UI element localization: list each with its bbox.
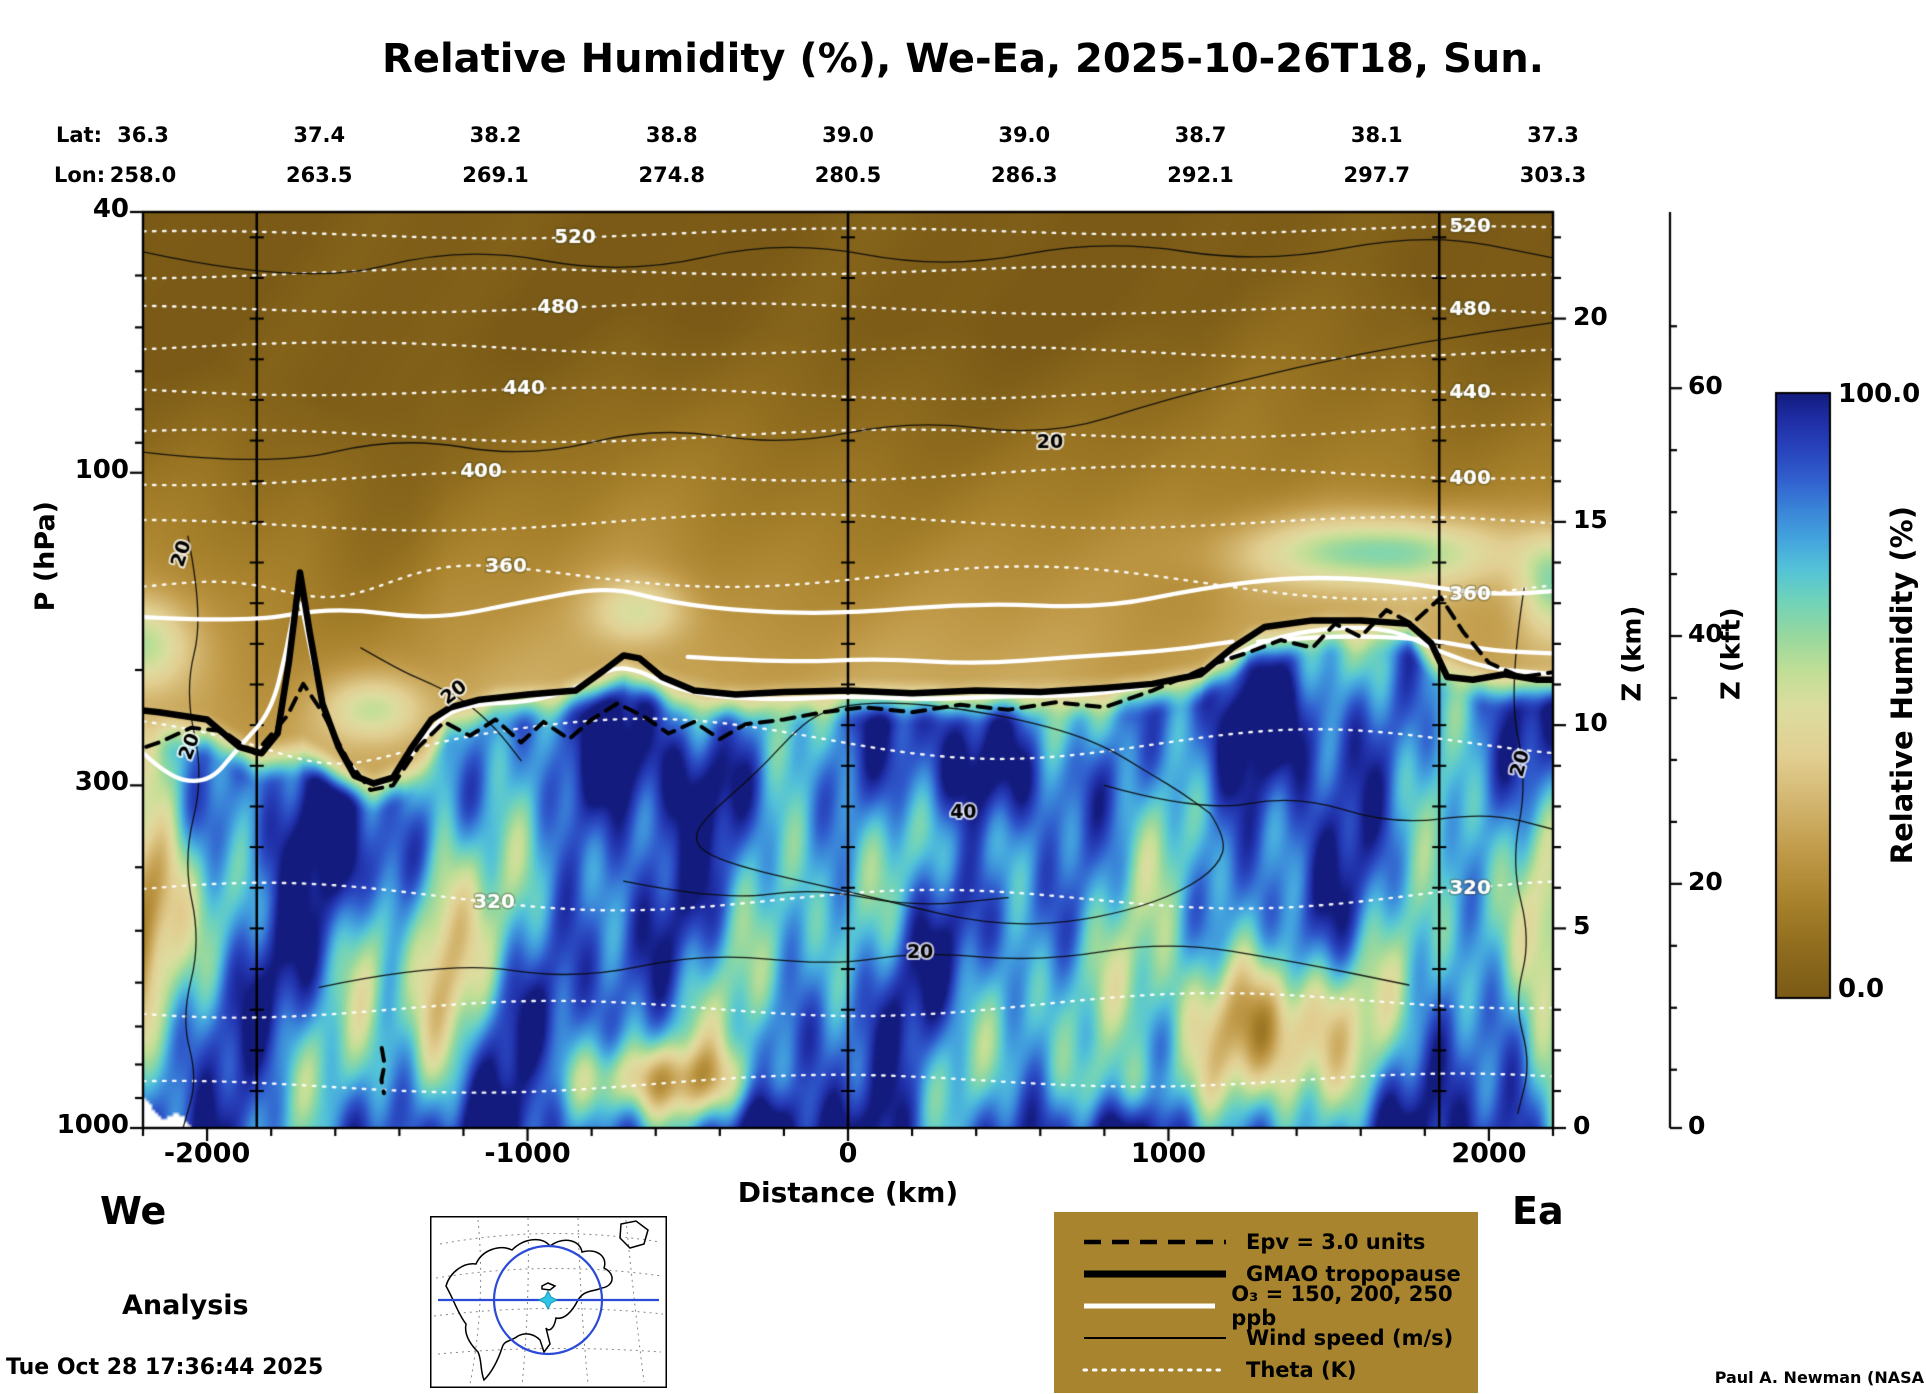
distance-tick-label: -2000: [163, 1138, 251, 1169]
z-kft-tick-label: 20: [1688, 866, 1723, 896]
z-kft-tick-label: 0: [1688, 1111, 1706, 1140]
lon-value: 303.3: [1519, 163, 1587, 187]
page-title: Relative Humidity (%), We-Ea, 2025-10-26…: [382, 36, 1544, 82]
colorbar-max-label: 100.0: [1838, 379, 1921, 409]
legend-row-tropopause: GMAO tropopause: [1054, 1258, 1478, 1290]
pressure-axis-label: P (hPa): [29, 500, 61, 612]
lat-value: 38.8: [645, 123, 698, 147]
thick-white-line-sample: [1084, 1303, 1216, 1309]
lat-value: 38.2: [469, 123, 522, 147]
legend-row-epv: Epv = 3.0 units: [1054, 1226, 1478, 1258]
distance-tick-label: 0: [838, 1138, 858, 1169]
pressure-tick-label: 300: [74, 767, 129, 798]
lon-value: 263.5: [286, 163, 353, 187]
lon-value: 258.0: [109, 163, 177, 187]
credit-text: Paul A. Newman (NASA: [1714, 1368, 1924, 1387]
z-kft-tick-label: 40: [1688, 619, 1723, 649]
z-km-tick-label: 10: [1573, 708, 1608, 738]
lat-value: 38.1: [1350, 123, 1403, 147]
z-km-tick-label: 0: [1573, 1111, 1591, 1140]
map-coastline: [445, 1220, 649, 1382]
lon-row-label: Lon:: [54, 163, 106, 187]
lat-value: 37.4: [293, 123, 346, 147]
lat-row-label: Lat:: [56, 123, 102, 147]
dashed-line-sample: [1084, 1239, 1226, 1245]
location-map-inset: [430, 1216, 667, 1388]
distance-tick-label: 2000: [1451, 1138, 1527, 1169]
lon-value: 297.7: [1343, 163, 1410, 187]
colorbar-min-label: 0.0: [1838, 974, 1885, 1004]
lat-value: 39.0: [998, 123, 1051, 147]
lon-value: 280.5: [814, 163, 882, 187]
lat-value: 38.7: [1174, 123, 1227, 147]
z-km-tick-label: 5: [1573, 911, 1591, 941]
distance-tick-label: -1000: [484, 1138, 571, 1169]
legend-label-wind: Wind speed (m/s): [1246, 1326, 1454, 1350]
lat-value: 37.3: [1527, 123, 1579, 147]
z-km-tick-label: 20: [1573, 301, 1608, 331]
legend-label-epv: Epv = 3.0 units: [1246, 1230, 1426, 1254]
lon-value: 274.8: [638, 163, 705, 187]
thick-black-line-sample: [1084, 1270, 1226, 1278]
section-start-label: We: [100, 1189, 167, 1233]
lon-value: 286.3: [991, 163, 1058, 187]
z-km-tick-label: 15: [1573, 504, 1608, 534]
section-end-label: Ea: [1512, 1189, 1564, 1233]
legend-box: Epv = 3.0 units GMAO tropopause O₃ = 150…: [1054, 1212, 1478, 1393]
legend-label-ozone: O₃ = 150, 200, 250 ppb: [1231, 1282, 1453, 1330]
thin-black-line-sample: [1084, 1337, 1226, 1339]
distance-tick-label: 1000: [1130, 1138, 1207, 1169]
analysis-label: Analysis: [122, 1290, 249, 1321]
dotted-white-line-sample: [1082, 1368, 1228, 1372]
lat-value: 39.0: [822, 123, 874, 147]
colorbar-title: Relative Humidity (%): [1884, 506, 1919, 865]
legend-label-theta: Theta (K): [1246, 1358, 1357, 1382]
pressure-tick-label: 1000: [56, 1110, 129, 1140]
legend-row-wind: Wind speed (m/s): [1054, 1322, 1478, 1354]
legend-row-theta: Theta (K): [1054, 1354, 1478, 1386]
z-kft-tick-label: 60: [1688, 371, 1723, 401]
lat-value: 36.3: [117, 123, 169, 147]
map-center-star: [537, 1289, 559, 1311]
lon-value: 269.1: [462, 163, 529, 187]
pressure-tick-label: 40: [92, 194, 129, 224]
z-km-axis-label: Z (km): [1617, 605, 1648, 702]
z-kft-axis-label: Z (kft): [1716, 607, 1747, 701]
legend-label-tropopause: GMAO tropopause: [1246, 1262, 1461, 1286]
lon-value: 292.1: [1167, 163, 1234, 187]
distance-axis-label: Distance (km): [737, 1176, 959, 1209]
pressure-tick-label: 100: [74, 454, 129, 485]
legend-row-ozone: O₃ = 150, 200, 250 ppb: [1054, 1282, 1478, 1330]
creation-timestamp: Tue Oct 28 17:36:44 2025: [6, 1355, 324, 1380]
